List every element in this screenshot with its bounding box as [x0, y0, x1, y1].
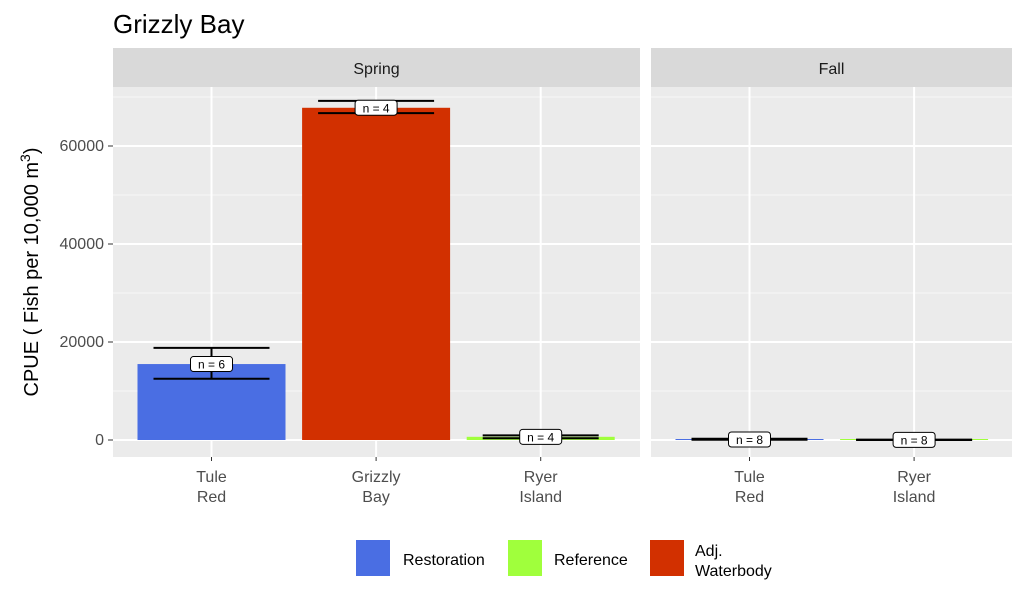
legend-label: Waterbody: [695, 563, 772, 580]
x-tick-label: Tule: [196, 469, 227, 486]
facet-panel-spring: Spring n = 6 Tule Red n = 4 Grizzly Bay n = 4 Ry…: [113, 48, 640, 506]
x-tick-label: Ryer: [524, 469, 558, 486]
n-label-box: [728, 431, 771, 448]
legend-item: Reference: [508, 540, 628, 576]
bar: [302, 107, 451, 440]
x-tick-label: Grizzly: [352, 469, 401, 486]
y-axis-title-text: CPUE ( Fish per 10,000 m3): [17, 148, 43, 397]
x-tick-label: Tule: [734, 469, 765, 486]
legend: Restoration Reference Adj. Waterbody: [356, 540, 772, 580]
legend-swatch: [356, 540, 390, 576]
legend-item: Restoration: [356, 540, 485, 576]
n-label-box: [190, 356, 233, 373]
y-axis-title: CPUE ( Fish per 10,000 m3): [17, 148, 43, 397]
x-tick-label: Bay: [362, 489, 390, 506]
x-tick-label: Red: [197, 489, 226, 506]
x-tick-label: Island: [519, 489, 562, 506]
n-label: n = 4: [527, 430, 554, 444]
n-label: n = 8: [736, 433, 763, 447]
legend-label: Restoration: [403, 552, 485, 569]
y-axis: 0 20000 40000 60000: [60, 138, 113, 449]
y-tick-label: 40000: [60, 236, 105, 253]
legend-label: Adj.: [695, 543, 723, 560]
facet-strip: [651, 48, 1012, 87]
facet-panels: Spring n = 6 Tule Red n = 4 Grizzly Bay n = 4 Ry…: [113, 48, 1012, 506]
panel-background: [651, 87, 1012, 457]
facet-strip-label: Spring: [353, 61, 399, 78]
y-tick-label: 20000: [60, 334, 105, 351]
y-tick-label: 60000: [60, 138, 105, 155]
legend-swatch: [508, 540, 542, 576]
n-label-box: [892, 431, 936, 448]
legend-swatch: [650, 540, 684, 576]
n-label: n = 8: [901, 433, 928, 447]
n-label-box: [354, 99, 398, 116]
y-tick-label: 0: [95, 432, 104, 449]
x-tick-label: Red: [735, 489, 764, 506]
facet-strip-label: Fall: [819, 61, 845, 78]
x-tick-label: Island: [893, 489, 936, 506]
chart-title: Grizzly Bay: [113, 9, 244, 39]
legend-item: Adj. Waterbody: [650, 540, 772, 580]
facet-strip: [113, 48, 640, 87]
n-label: n = 4: [363, 101, 390, 115]
n-label-box: [519, 428, 563, 445]
legend-label: Reference: [554, 552, 628, 569]
x-tick-label: Ryer: [897, 469, 931, 486]
n-label: n = 6: [198, 358, 225, 372]
facet-panel-fall: Fall n = 8 Tule Red n = 8 Ryer Island: [651, 48, 1012, 506]
